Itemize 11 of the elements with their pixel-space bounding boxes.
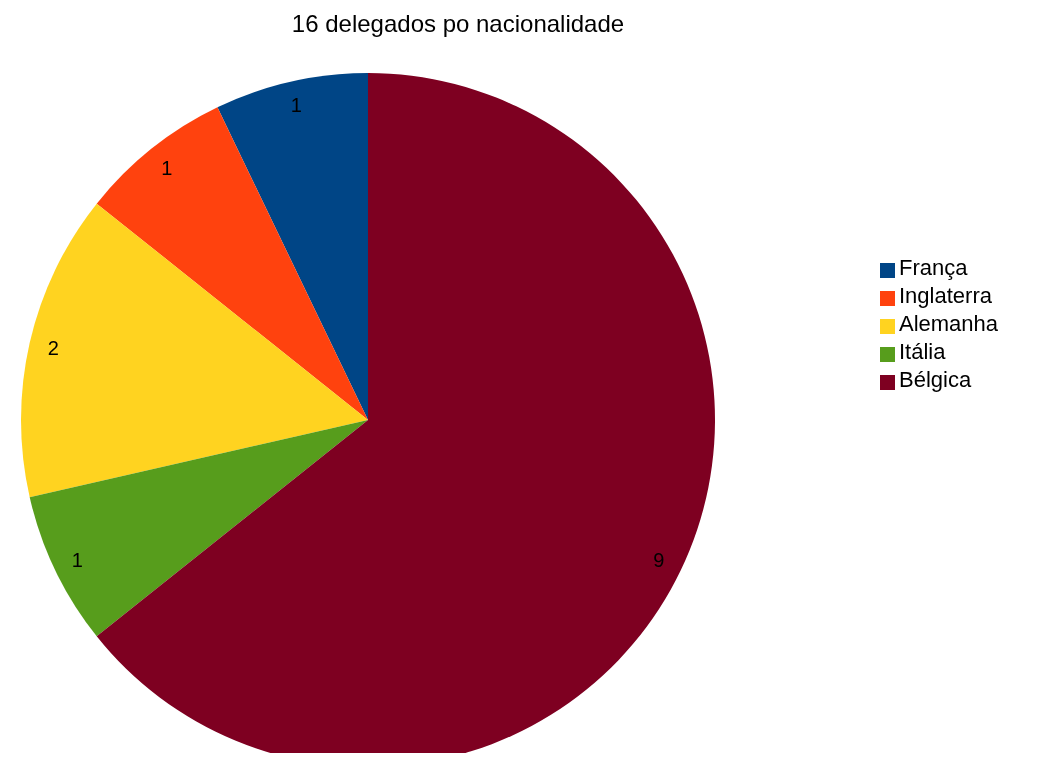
chart-title: 16 delegados po nacionalidade <box>290 10 626 38</box>
legend-label: Alemanha <box>899 311 999 336</box>
data-label: 1 <box>161 156 173 179</box>
data-label: 2 <box>47 337 59 360</box>
legend-label: Itália <box>899 339 946 364</box>
legend-label: França <box>899 255 968 280</box>
legend-label: Bélgica <box>899 367 972 392</box>
data-label: 9 <box>653 549 665 572</box>
data-label: 1 <box>71 549 83 572</box>
data-label: 1 <box>290 94 302 117</box>
legend-label: Inglaterra <box>899 283 992 308</box>
